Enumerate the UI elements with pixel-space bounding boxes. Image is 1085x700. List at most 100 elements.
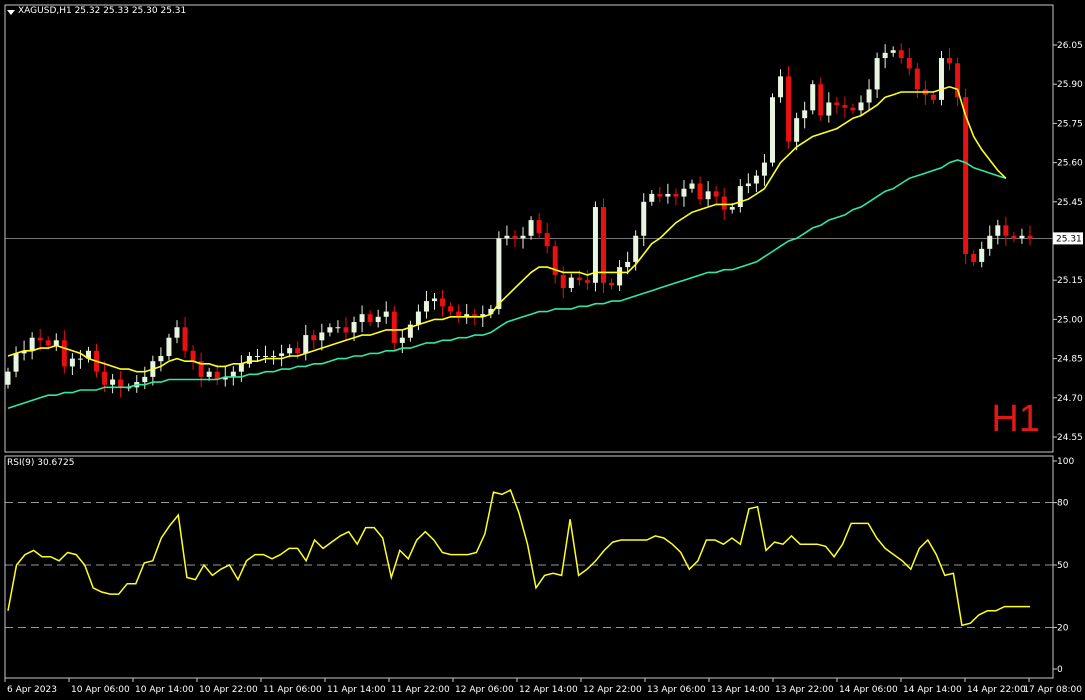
candle [110, 379, 116, 385]
candle [1027, 235, 1033, 239]
candle [786, 76, 792, 142]
candle [826, 102, 832, 116]
candle [45, 340, 51, 346]
candle [69, 358, 75, 367]
candle [930, 94, 936, 100]
candle [617, 267, 623, 286]
candle [415, 311, 421, 325]
candle [190, 350, 196, 362]
candle [810, 84, 816, 111]
candle [53, 340, 59, 346]
candle [979, 248, 985, 262]
candle [560, 274, 566, 289]
candle [423, 301, 429, 312]
price-tick-label: 25.15 [1057, 276, 1083, 286]
time-tick-label: 13 Apr 22:00 [775, 685, 834, 695]
candle [641, 201, 647, 236]
time-tick-label: 11 Apr 14:00 [327, 685, 386, 695]
candle [142, 376, 148, 383]
candle [995, 225, 1001, 236]
candle [649, 193, 655, 202]
candle [1019, 235, 1025, 239]
candle [834, 102, 840, 106]
candle [963, 97, 969, 255]
candle [399, 337, 405, 343]
candle [520, 235, 526, 239]
time-tick-label: 13 Apr 14:00 [711, 685, 770, 695]
time-tick-label: 14 Apr 14:00 [903, 685, 962, 695]
candle [182, 327, 188, 351]
dropdown-arrow-icon[interactable] [7, 10, 15, 15]
price-tick-label: 25.60 [1057, 159, 1083, 169]
candle [166, 337, 172, 356]
price-panel [4, 4, 1054, 453]
candle [496, 238, 502, 309]
candle [584, 280, 590, 283]
price-tick-label: 24.85 [1057, 355, 1083, 365]
candle [37, 337, 43, 341]
time-tick-label: 11 Apr 22:00 [391, 685, 450, 695]
candle [13, 353, 19, 372]
candle [335, 327, 341, 329]
candle [794, 118, 800, 142]
time-tick-label: 14 Apr 06:00 [839, 685, 898, 695]
candle [174, 327, 180, 338]
candle [391, 311, 397, 343]
candle [938, 58, 944, 100]
candle [472, 314, 478, 317]
price-frame [4, 4, 1054, 453]
price-tick-label: 25.90 [1057, 80, 1083, 90]
candle [721, 196, 727, 210]
candle [858, 102, 864, 111]
candle [448, 306, 454, 312]
candle [295, 348, 301, 354]
symbol-info: XAGUSD,H1 25.32 25.33 25.30 25.31 [18, 6, 187, 16]
candle [118, 379, 124, 388]
candle [737, 186, 743, 208]
candle [987, 235, 993, 249]
candle [955, 63, 961, 98]
candle [279, 353, 285, 356]
candle [600, 207, 606, 283]
candle [271, 355, 277, 357]
price-tick-label: 24.55 [1057, 433, 1083, 443]
candle [625, 261, 631, 268]
price-tick-label: 25.00 [1057, 315, 1083, 325]
candle [761, 162, 767, 176]
candle [198, 361, 204, 377]
candle [769, 97, 775, 163]
candle [61, 340, 67, 367]
candle [657, 193, 663, 197]
candle [842, 105, 848, 108]
candle [85, 350, 91, 359]
candle [914, 68, 920, 90]
time-tick-label: 12 Apr 06:00 [455, 685, 514, 695]
time-tick-label: 12 Apr 14:00 [519, 685, 578, 695]
sma-green-line [7, 159, 1007, 410]
price-tick-label: 25.75 [1057, 119, 1083, 129]
candle [480, 314, 486, 317]
candle [488, 308, 494, 315]
candle [592, 207, 598, 283]
candle [343, 327, 349, 333]
time-tick-label: 13 Apr 06:00 [647, 685, 706, 695]
candle [512, 235, 518, 239]
candle [351, 322, 357, 333]
candle [230, 371, 236, 377]
candle [1011, 235, 1017, 239]
current-price-label: 25.31 [1056, 234, 1082, 244]
candle [890, 50, 896, 53]
candle [102, 371, 108, 385]
candle [254, 355, 260, 357]
candle [689, 183, 695, 189]
candle [222, 376, 228, 380]
candle [21, 350, 27, 354]
time-tick-label: 14 Apr 22:00 [967, 685, 1026, 695]
candle [818, 84, 824, 116]
candle [874, 58, 880, 90]
candle [456, 311, 462, 317]
candle [552, 246, 558, 275]
candle [697, 183, 703, 200]
candle [665, 193, 671, 197]
